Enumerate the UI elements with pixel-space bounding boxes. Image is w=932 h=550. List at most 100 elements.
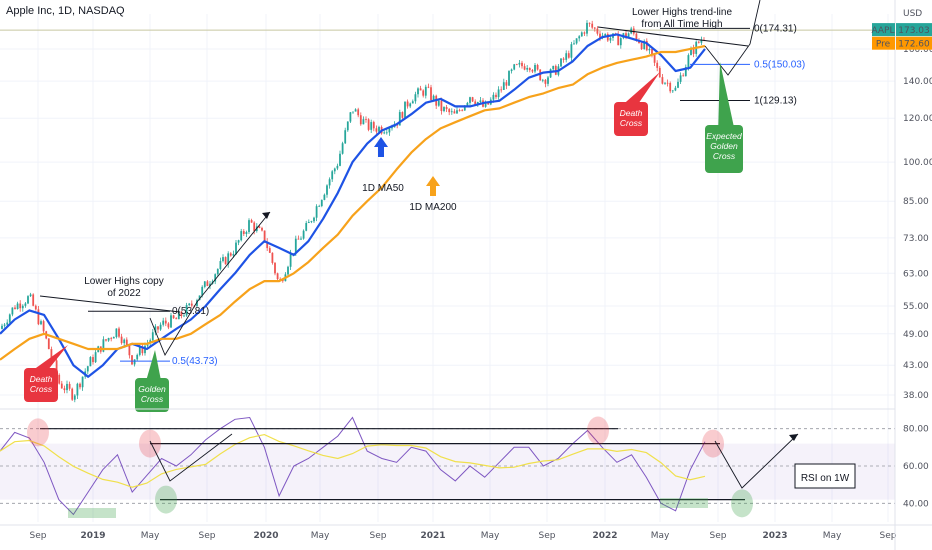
time-tick-label: Sep	[710, 531, 727, 541]
candle-body	[29, 294, 32, 297]
candle-body	[627, 33, 630, 38]
candle-body	[245, 232, 248, 234]
rsi-pane: RSI on 1W	[0, 416, 856, 518]
ticker-badge-label: Pre	[876, 40, 891, 50]
candle-body	[651, 49, 653, 55]
candle-body	[690, 48, 692, 56]
candle-body	[229, 253, 232, 256]
golden-cross-2019	[135, 378, 169, 412]
candle-body	[458, 110, 461, 112]
candle-body	[391, 127, 393, 129]
candle-body	[565, 53, 568, 60]
candle-body	[372, 122, 375, 129]
candle-body	[40, 321, 42, 325]
candle-body	[352, 111, 354, 113]
candle-body	[128, 345, 131, 356]
rsi-overbought-marker	[27, 418, 49, 447]
candle-body	[219, 261, 222, 270]
candle-body	[500, 89, 503, 91]
rsi-overbought-marker	[587, 416, 609, 445]
time-tick-label: Sep	[370, 531, 387, 541]
rsi-overbought-marker	[139, 429, 161, 458]
candle-body	[593, 27, 596, 29]
candle-body	[388, 128, 391, 133]
candle-body	[411, 101, 414, 104]
candle-body	[341, 143, 344, 154]
old-fib-05-label: 0.5(43.73)	[172, 356, 218, 367]
candle-body	[523, 66, 526, 70]
candle-body	[180, 311, 183, 317]
candle-body	[154, 326, 157, 333]
candle-body	[536, 64, 539, 70]
candle-body	[188, 303, 191, 306]
candle-body	[552, 65, 555, 70]
time-tick-label: May	[141, 531, 160, 541]
candle-body	[573, 43, 575, 45]
candle-body	[609, 37, 612, 41]
candle-body	[196, 300, 198, 306]
candle-body	[521, 62, 523, 67]
candle-body	[73, 395, 76, 400]
candle-body	[346, 121, 349, 131]
lower-highs-copy-label: Lower Highs copy	[84, 276, 163, 287]
candle-body	[586, 22, 588, 34]
death-cross-2022-pointer	[625, 72, 660, 102]
time-tick-label: Sep	[30, 531, 47, 541]
candle-body	[544, 79, 547, 84]
candle-body	[232, 253, 235, 256]
candle-body	[679, 75, 682, 82]
rsi-oversold-marker	[731, 489, 753, 518]
candle-body	[177, 311, 180, 320]
candle-body	[575, 38, 578, 44]
candle-body	[619, 38, 622, 46]
candle-body	[534, 64, 536, 72]
time-tick-label: 2021	[420, 531, 445, 541]
candle-body	[235, 242, 237, 254]
time-tick-label: May	[651, 531, 670, 541]
candle-body	[401, 112, 404, 118]
candle-body	[541, 79, 544, 81]
candle-body	[214, 274, 217, 282]
candle-body	[141, 346, 144, 354]
currency-label: USD	[903, 9, 922, 19]
candle-body	[3, 324, 6, 326]
ma200-line	[0, 44, 706, 361]
candle-body	[430, 87, 432, 101]
candle-body	[92, 357, 94, 363]
candle-body	[1, 325, 3, 329]
candle-body	[112, 337, 115, 339]
candle-body	[55, 360, 58, 375]
rsi-band	[0, 428, 895, 504]
rsi-tick-label: 60.00	[903, 462, 929, 472]
candle-body	[136, 354, 139, 360]
candle-body	[105, 339, 107, 341]
candle-body	[206, 281, 209, 286]
candle-body	[271, 252, 274, 263]
candle-body	[42, 321, 45, 332]
candle-body	[32, 294, 35, 306]
candle-body	[656, 62, 659, 68]
candle-body	[60, 383, 63, 389]
projection-path-2022	[704, 0, 761, 76]
time-tick-label: Sep	[880, 531, 897, 541]
projection-arrowhead	[262, 212, 270, 219]
candle-body	[515, 64, 518, 66]
candle-body	[21, 305, 24, 309]
candle-body	[370, 122, 373, 130]
candle-body	[580, 32, 583, 37]
ma50-arrow	[374, 137, 388, 157]
rsi-label-text: RSI on 1W	[801, 473, 850, 484]
price-tick-label: 120.00	[903, 114, 932, 124]
expected-golden-cross	[705, 125, 743, 173]
candle-body	[450, 111, 453, 113]
candle-body	[687, 55, 690, 68]
candle-body	[383, 132, 386, 134]
candle-body	[333, 168, 336, 172]
ma200-arrow	[426, 176, 440, 196]
moving-average-lines	[0, 33, 706, 378]
candle-body	[432, 95, 435, 101]
candle-body	[570, 44, 573, 58]
candle-body	[172, 315, 175, 319]
price-tick-label: 43.00	[903, 361, 929, 371]
